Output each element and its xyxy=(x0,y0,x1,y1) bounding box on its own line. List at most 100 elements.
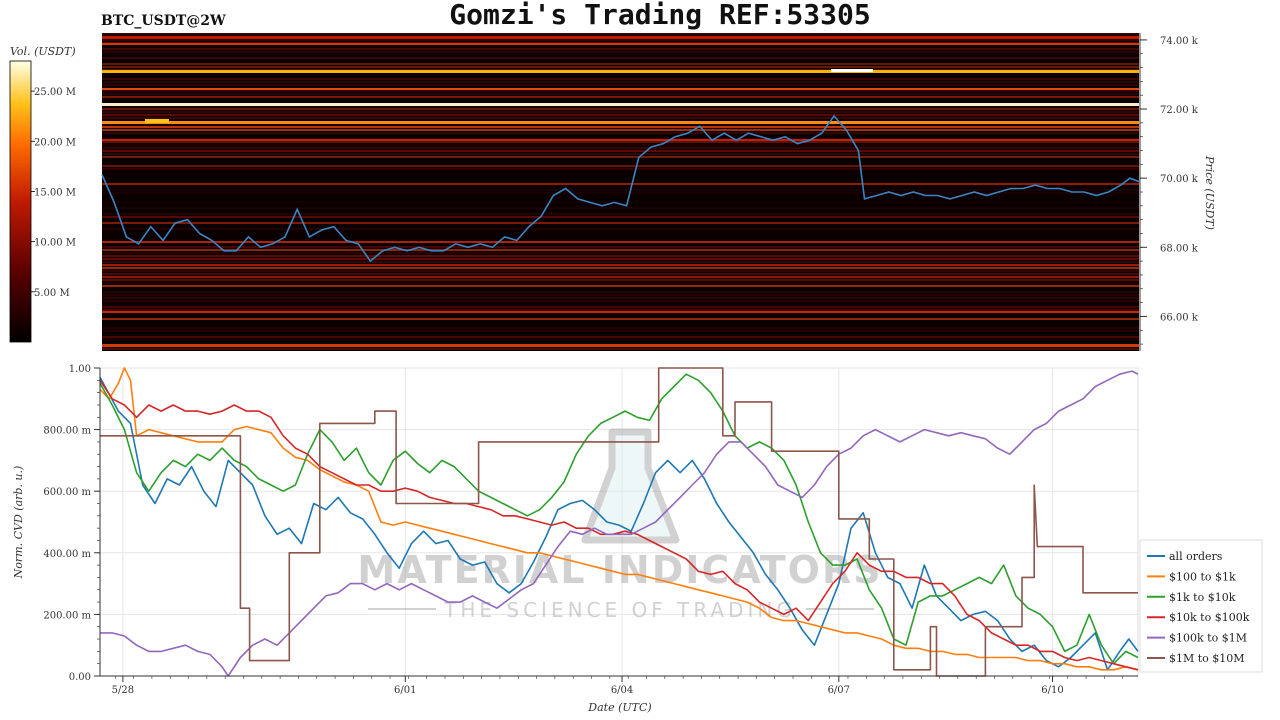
order-book-band xyxy=(102,309,1139,311)
order-book-band xyxy=(102,156,1139,158)
order-book-band xyxy=(102,57,1139,59)
order-wall-band xyxy=(102,241,1139,243)
watermark-line1: MATERIAL INDICATORS xyxy=(357,548,882,592)
order-book-band xyxy=(102,306,1139,308)
price-axis: 66.00 k 68.00 k 70.00 k 72.00 k 74.00 k xyxy=(1139,33,1199,351)
order-wall-band xyxy=(102,43,1139,45)
order-book-band xyxy=(102,318,1139,320)
price-tick-label: 72.00 k xyxy=(1160,105,1199,116)
order-book-band xyxy=(102,216,1139,218)
price-tick-label: 66.00 k xyxy=(1160,312,1199,323)
order-book-band xyxy=(102,267,1139,269)
cvd-y-tick-label: 600.00 m xyxy=(43,487,91,498)
order-book-band xyxy=(102,228,1139,230)
cvd-x-tick-label: 6/01 xyxy=(394,685,416,696)
legend-entry: all orders xyxy=(1169,550,1223,563)
order-book-band xyxy=(102,222,1139,224)
order-book-band xyxy=(102,189,1139,191)
legend-box xyxy=(1139,539,1263,673)
order-book-band xyxy=(102,246,1139,248)
cvd-x-axis: 5/28 6/01 6/04 6/07 6/10 xyxy=(100,675,1138,696)
order-book-band xyxy=(102,285,1139,287)
watermark: MATERIAL INDICATORS THE SCIENCE OF TRADI… xyxy=(357,428,882,622)
price-axis-label: Price (USDT) xyxy=(1203,155,1216,230)
order-book-band xyxy=(102,270,1139,272)
cvd-y-label: Norm. CVD (arb. u.) xyxy=(12,466,25,580)
pair-label: BTC_USDT@2W xyxy=(101,13,226,29)
cvd-series-line xyxy=(99,373,1139,665)
order-book-band xyxy=(102,348,1139,350)
cvd-series-line xyxy=(99,379,1139,671)
order-wall-band xyxy=(102,344,1139,347)
cvd-x-tick-label: 6/04 xyxy=(611,685,633,696)
order-book-band xyxy=(102,84,1139,86)
colorbar-tick-label: 10.00 M xyxy=(34,238,76,249)
cvd-x-tick-label: 6/10 xyxy=(1041,685,1063,696)
order-wall-band xyxy=(102,121,1139,124)
order-book-band xyxy=(102,132,1139,134)
heatmap-panel: 66.00 k 68.00 k 70.00 k 72.00 k 74.00 k Pric… xyxy=(101,33,1216,351)
order-book-band xyxy=(102,336,1139,338)
order-book-band xyxy=(102,297,1139,299)
legend-entry: $10k to $100k xyxy=(1169,611,1250,624)
legend-entry: $1M to $10M xyxy=(1169,652,1245,665)
colorbar-ticks: 5.00 M 10.00 M 15.00 M 20.00 M 25.00 M xyxy=(31,87,76,299)
order-book-band xyxy=(102,168,1139,170)
colorbar-label: Vol. (USDT) xyxy=(10,45,76,58)
order-book-band xyxy=(102,93,1139,95)
order-wall-band xyxy=(102,139,1139,141)
cvd-y-axis: 0.00 200.00 m 400.00 m 600.00 m 800.00 m 1.00 xyxy=(43,364,101,683)
order-book-band xyxy=(102,78,1139,80)
order-book-band xyxy=(102,300,1139,302)
cvd-x-tick-label: 5/28 xyxy=(112,685,134,696)
order-book-band xyxy=(102,327,1139,329)
price-line xyxy=(101,114,1140,263)
price-tick-label: 74.00 k xyxy=(1160,36,1199,47)
order-book-band xyxy=(102,330,1139,332)
order-wall-band xyxy=(102,36,1139,39)
order-book-band xyxy=(102,213,1139,215)
cvd-series-line xyxy=(99,376,1139,671)
order-wall-band xyxy=(102,311,1139,313)
order-book-band xyxy=(102,294,1139,296)
cvd-y-tick-label: 1.00 xyxy=(69,364,91,375)
order-book-band xyxy=(102,165,1139,167)
order-book-band xyxy=(102,81,1139,83)
order-book-band xyxy=(102,252,1139,254)
order-wall-band xyxy=(102,276,1139,278)
price-tick-label: 70.00 k xyxy=(1160,174,1199,185)
order-book-band xyxy=(102,291,1139,293)
watermark-line2: THE SCIENCE OF TRADING xyxy=(443,598,796,622)
cvd-panel: MATERIAL INDICATORS THE SCIENCE OF TRADI… xyxy=(12,364,1263,714)
order-book-band xyxy=(102,279,1139,281)
order-book-band xyxy=(102,264,1139,266)
cvd-series-line xyxy=(99,367,1139,671)
colorbar-tick-label: 15.00 M xyxy=(34,187,76,198)
chart-title: Gomzi's Trading REF:53305 xyxy=(449,0,870,31)
legend-entry: $100 to $1k xyxy=(1169,570,1236,583)
order-wall-band xyxy=(102,103,1139,106)
order-book-band xyxy=(102,114,1139,116)
colorbar-tick-label: 5.00 M xyxy=(34,288,70,299)
order-book-band xyxy=(102,39,1139,41)
cvd-x-label: Date (UTC) xyxy=(587,701,651,714)
legend: all orders $100 to $1k $1k to $10k $10k to … xyxy=(1139,539,1263,673)
order-book-band xyxy=(102,126,1139,128)
order-book-band xyxy=(102,66,1139,68)
legend-entry: $1k to $10k xyxy=(1169,591,1236,604)
colorbar-tick-label: 20.00 M xyxy=(34,137,76,148)
order-book-band xyxy=(102,117,1139,119)
order-book-band xyxy=(102,282,1139,284)
flask-icon xyxy=(581,428,680,544)
cvd-y-tick-label: 400.00 m xyxy=(43,549,91,560)
order-book-band xyxy=(102,141,1139,143)
order-wall-hotspot xyxy=(831,69,873,72)
order-wall-hotspot xyxy=(145,119,169,123)
order-book-band xyxy=(102,255,1139,257)
order-wall-band xyxy=(102,70,1139,73)
order-book-band xyxy=(102,339,1139,341)
cvd-x-tick-label: 6/07 xyxy=(828,685,850,696)
order-book-band xyxy=(102,249,1139,251)
cvd-y-tick-label: 800.00 m xyxy=(43,426,91,437)
